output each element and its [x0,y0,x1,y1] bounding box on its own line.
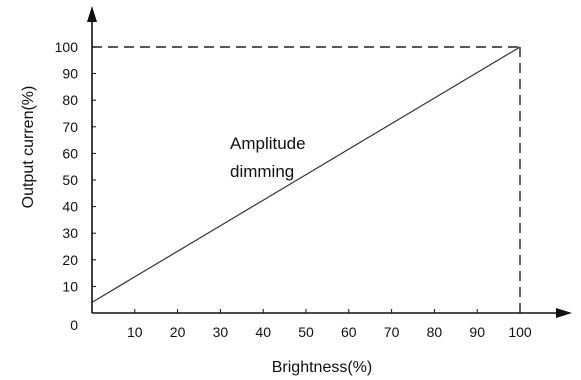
x-ticks: 10 20 30 40 50 60 70 80 90 100 [127,309,532,340]
y-tick-label: 0 [70,317,78,333]
x-tick-label: 50 [298,324,314,340]
y-tick-label: 70 [62,119,78,135]
y-tick-label: 90 [62,66,78,82]
annotation-line-1: Amplitude [230,134,306,153]
series-line-0 [91,46,521,303]
y-tick-label: 60 [62,145,78,161]
x-axis-label: Brightness(%) [272,359,372,376]
annotations: Amplitude dimming [230,134,306,181]
x-tick-label: 30 [213,324,229,340]
y-tick-label: 50 [62,172,78,188]
x-tick-label: 40 [255,324,271,340]
x-axis-arrow [556,308,572,318]
y-tick-label: 20 [62,252,78,268]
x-tick-label: 20 [170,324,186,340]
x-tick-label: 60 [341,324,357,340]
x-tick-label: 10 [127,324,143,340]
axes [87,6,572,318]
y-tick-label: 80 [62,92,78,108]
x-tick-label: 90 [469,324,485,340]
y-tick-label: 10 [62,278,78,294]
y-axis-label: Output curren(%) [20,86,37,209]
x-tick-label: 70 [384,324,400,340]
y-ticks: 0 10 20 30 40 50 60 70 80 90 100 [55,39,96,333]
annotation-line-2: dimming [230,162,294,181]
y-tick-label: 30 [62,225,78,241]
x-tick-label: 100 [508,324,532,340]
y-tick-label: 40 [62,199,78,215]
y-axis-arrow [87,6,97,22]
reference-lines [92,46,521,313]
y-tick-label: 100 [55,39,79,55]
x-tick-label: 80 [427,324,443,340]
series [91,46,521,303]
